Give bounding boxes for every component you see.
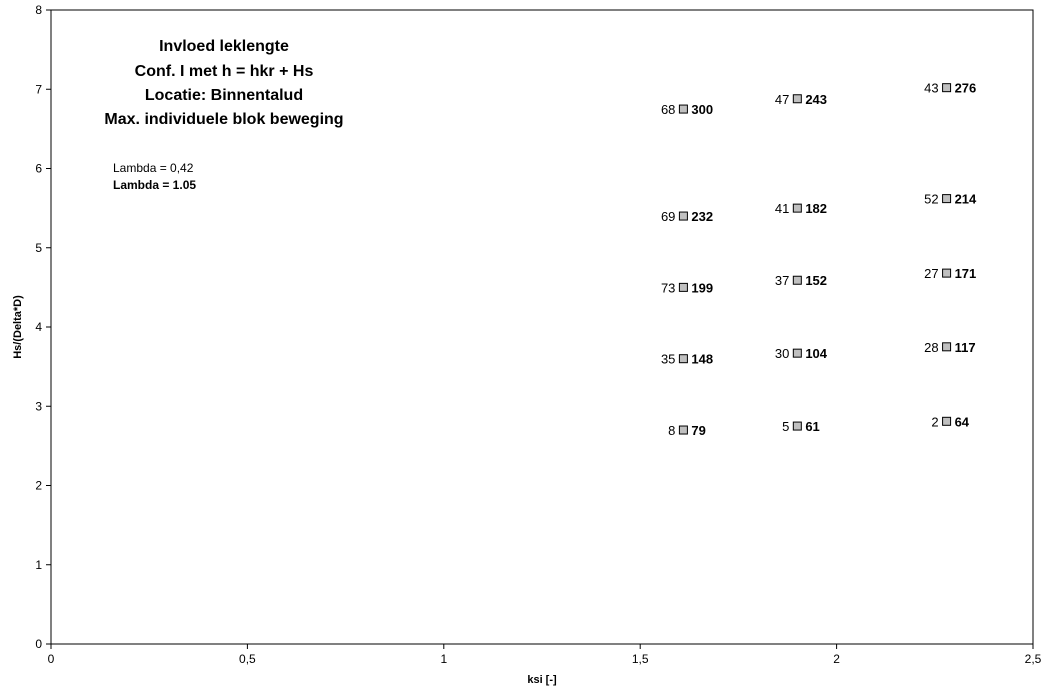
- data-point: 43 276: [924, 81, 976, 96]
- x-tick-label: 1,5: [632, 652, 649, 666]
- point-marker: [792, 203, 802, 213]
- point-label-lambda-042: 37: [775, 273, 789, 288]
- point-marker: [942, 194, 952, 204]
- x-axis-title: ksi [-]: [527, 674, 557, 686]
- point-label-lambda-105: 104: [805, 346, 827, 361]
- data-point: 8 79: [668, 423, 706, 438]
- point-marker: [678, 104, 688, 114]
- y-tick-label: 7: [35, 82, 42, 96]
- point-marker: [678, 211, 688, 221]
- chart-title-line: Max. individuele blok beweging: [104, 111, 343, 128]
- chart-title-line: Conf. I met h = hkr + Hs: [135, 63, 314, 80]
- point-label-lambda-105: 148: [691, 352, 713, 367]
- point-label-lambda-042: 2: [931, 414, 938, 429]
- data-point: 35 148: [661, 352, 713, 367]
- data-point: 41 182: [775, 201, 827, 216]
- point-label-lambda-042: 28: [924, 340, 938, 355]
- point-marker: [678, 282, 688, 292]
- point-label-lambda-042: 5: [782, 419, 789, 434]
- point-marker: [792, 275, 802, 285]
- point-label-lambda-105: 79: [691, 423, 705, 438]
- point-label-lambda-042: 8: [668, 423, 675, 438]
- x-tick-label: 2,5: [1025, 652, 1042, 666]
- y-tick-label: 5: [35, 241, 42, 255]
- point-label-lambda-042: 73: [661, 280, 675, 295]
- point-label-lambda-105: 243: [805, 92, 827, 107]
- y-tick-label: 6: [35, 162, 42, 176]
- data-point: 47 243: [775, 92, 827, 107]
- point-marker: [942, 342, 952, 352]
- point-label-lambda-042: 68: [661, 102, 675, 117]
- data-point: 30 104: [775, 346, 828, 361]
- point-marker: [792, 94, 802, 104]
- y-tick-label: 1: [35, 558, 42, 572]
- data-point: 37 152: [775, 273, 827, 288]
- axes: 0 0,5 1 1,5 2 2,5 0 1 2 3 4 5 6 7 8: [35, 3, 1041, 666]
- legend-entry-lambda-042: Lambda = 0,42: [113, 161, 194, 175]
- plot-area: [50, 9, 1034, 645]
- point-marker: [792, 348, 802, 358]
- data-point: 5 61: [782, 419, 820, 434]
- x-tick-label: 2: [833, 652, 840, 666]
- data-point: 27 171: [924, 266, 976, 281]
- point-label-lambda-105: 64: [955, 414, 970, 429]
- point-label-lambda-042: 69: [661, 209, 675, 224]
- x-tick-label: 0,5: [239, 652, 256, 666]
- y-tick-label: 4: [35, 320, 42, 334]
- legend: Lambda = 0,42 Lambda = 1.05: [113, 161, 196, 192]
- data-point: 52 214: [924, 192, 977, 207]
- point-label-lambda-105: 199: [691, 280, 713, 295]
- y-tick-label: 8: [35, 3, 42, 17]
- point-label-lambda-042: 47: [775, 92, 789, 107]
- point-marker: [678, 425, 688, 435]
- point-label-lambda-042: 41: [775, 201, 789, 216]
- point-label-lambda-105: 232: [691, 209, 713, 224]
- point-marker: [942, 83, 952, 93]
- point-label-lambda-105: 117: [955, 340, 976, 355]
- point-label-lambda-105: 214: [955, 192, 977, 207]
- point-label-lambda-042: 35: [661, 352, 675, 367]
- legend-entry-lambda-105: Lambda = 1.05: [113, 178, 196, 192]
- point-label-lambda-042: 30: [775, 346, 789, 361]
- data-point: 73 199: [661, 280, 713, 295]
- point-label-lambda-105: 276: [955, 81, 977, 96]
- point-label-lambda-042: 27: [924, 266, 938, 281]
- chart-title-line: Invloed leklengte: [159, 38, 289, 55]
- point-marker: [792, 421, 802, 431]
- point-label-lambda-105: 152: [805, 273, 827, 288]
- chart-title-line: Locatie: Binnentalud: [145, 87, 303, 104]
- point-label-lambda-105: 61: [805, 419, 819, 434]
- x-tick-label: 1: [440, 652, 447, 666]
- y-tick-label: 2: [35, 479, 42, 493]
- data-point: 68 300: [661, 102, 713, 117]
- y-tick-label: 0: [35, 637, 42, 651]
- point-marker: [942, 268, 952, 278]
- data-point: 69 232: [661, 209, 713, 224]
- point-label-lambda-105: 182: [805, 201, 827, 216]
- y-axis-title: Hs/(Delta*D): [12, 295, 24, 359]
- point-marker: [678, 354, 688, 364]
- point-label-lambda-042: 43: [924, 81, 938, 96]
- data-point: 2 64: [931, 414, 969, 429]
- data-point: 28 117: [924, 340, 975, 355]
- point-label-lambda-105: 171: [955, 266, 977, 281]
- point-marker: [942, 416, 952, 426]
- point-label-lambda-042: 52: [924, 192, 938, 207]
- x-tick-label: 0: [48, 652, 55, 666]
- y-tick-label: 3: [35, 399, 42, 413]
- chart-title: Invloed leklengte Conf. I met h = hkr + …: [104, 38, 343, 128]
- point-label-lambda-105: 300: [691, 102, 713, 117]
